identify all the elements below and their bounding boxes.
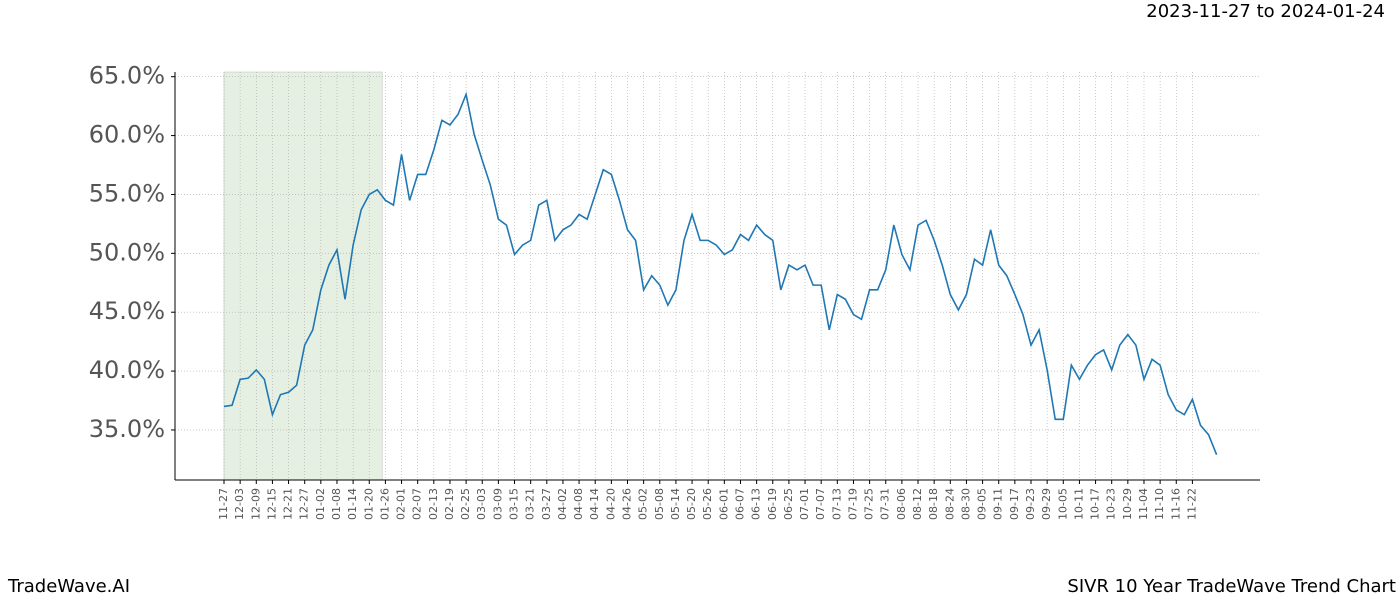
- x-tick-label: 04-02: [556, 488, 569, 520]
- x-tick-label: 10-05: [1056, 488, 1069, 520]
- x-tick-label: 01-14: [346, 488, 359, 520]
- x-tick-label: 09-23: [1024, 488, 1037, 520]
- x-tick-label: 10-11: [1072, 488, 1085, 520]
- y-tick-label: 65.0%: [89, 62, 165, 90]
- x-tick-label: 01-20: [362, 488, 375, 520]
- x-tick-label: 07-25: [863, 488, 876, 520]
- x-tick-label: 07-31: [879, 488, 892, 520]
- x-tick-label: 11-27: [217, 488, 230, 520]
- x-tick-label: 02-25: [459, 488, 472, 520]
- y-tick-label: 35.0%: [89, 415, 165, 443]
- x-tick-label: 11-10: [1153, 488, 1166, 520]
- x-tick-label: 07-13: [830, 488, 843, 520]
- x-tick-label: 05-14: [669, 488, 682, 520]
- x-tick-label: 10-23: [1105, 488, 1118, 520]
- x-tick-label: 05-02: [637, 488, 650, 520]
- x-tick-label: 12-15: [265, 488, 278, 520]
- x-tick-label: 04-08: [572, 488, 585, 520]
- x-tick-label: 09-17: [1008, 488, 1021, 520]
- x-tick-label: 11-16: [1169, 488, 1182, 520]
- x-tick-label: 08-12: [911, 488, 924, 520]
- x-tick-label: 12-21: [282, 488, 295, 520]
- x-tick-label: 09-05: [976, 488, 989, 520]
- y-tick-label: 50.0%: [89, 238, 165, 266]
- y-tick-label: 60.0%: [89, 121, 165, 149]
- y-tick-label: 40.0%: [89, 356, 165, 384]
- x-tick-label: 05-08: [653, 488, 666, 520]
- x-tick-label: 07-19: [846, 488, 859, 520]
- x-tick-label: 12-27: [298, 488, 311, 520]
- x-tick-label: 05-20: [685, 488, 698, 520]
- x-tick-label: 02-01: [395, 488, 408, 520]
- y-tick-label: 55.0%: [89, 179, 165, 207]
- trend-line: [223, 91, 1218, 455]
- x-tick-label: 04-14: [588, 488, 601, 520]
- x-tick-label: 10-17: [1089, 488, 1102, 520]
- caption: SIVR 10 Year TradeWave Trend Chart: [1067, 576, 1396, 597]
- x-tick-label: 03-15: [508, 488, 521, 520]
- x-tick-label: 08-18: [927, 488, 940, 520]
- x-tick-label: 08-06: [895, 488, 908, 520]
- date-range: 2023-11-27 to 2024-01-24: [1146, 1, 1385, 22]
- x-tick-label: 06-13: [750, 488, 763, 520]
- x-tick-label: 04-20: [604, 488, 617, 520]
- x-tick-label: 11-22: [1185, 488, 1198, 520]
- x-tick-label: 09-29: [1040, 488, 1053, 520]
- x-tick-label: 03-27: [540, 488, 553, 520]
- x-tick-label: 11-04: [1137, 488, 1150, 520]
- x-tick-label: 01-08: [330, 488, 343, 520]
- highlight-band: [223, 71, 383, 481]
- x-tick-label: 07-07: [814, 488, 827, 520]
- x-tick-label: 08-30: [959, 488, 972, 520]
- x-tick-label: 06-07: [733, 488, 746, 520]
- x-tick-label: 12-03: [233, 488, 246, 520]
- x-tick-label: 06-25: [782, 488, 795, 520]
- x-tick-label: 04-26: [621, 488, 634, 520]
- x-tick-label: 01-02: [314, 488, 327, 520]
- x-tick-label: 09-11: [992, 488, 1005, 520]
- x-tick-label: 12-09: [249, 488, 262, 520]
- x-tick-label: 03-03: [475, 488, 488, 520]
- x-tick-label: 10-29: [1121, 488, 1134, 520]
- x-tick-label: 06-19: [766, 488, 779, 520]
- x-tick-label: 06-01: [717, 488, 730, 520]
- x-tick-label: 02-13: [427, 488, 440, 520]
- brand: TradeWave.AI: [7, 576, 130, 597]
- x-tick-label: 03-09: [491, 488, 504, 520]
- x-tick-label: 05-26: [701, 488, 714, 520]
- y-tick-label: 45.0%: [89, 297, 165, 325]
- x-tick-label: 01-26: [378, 488, 391, 520]
- x-tick-label: 03-21: [524, 488, 537, 520]
- x-tick-label: 02-07: [411, 488, 424, 520]
- x-tick-label: 02-19: [443, 488, 456, 520]
- x-tick-label: 08-24: [943, 488, 956, 520]
- x-tick-label: 07-01: [798, 488, 811, 520]
